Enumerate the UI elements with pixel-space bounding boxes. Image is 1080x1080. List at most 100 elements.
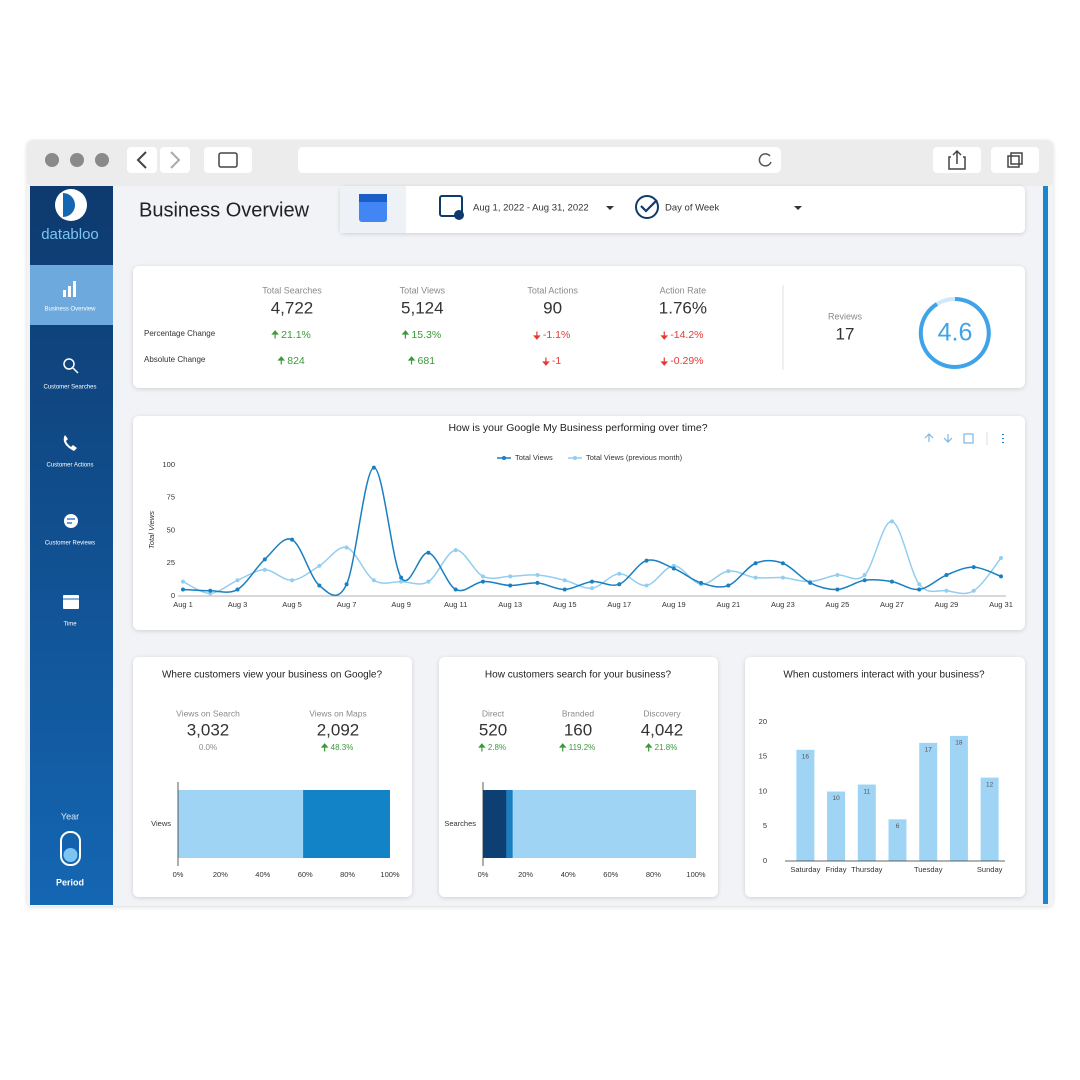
y-tick-label: 25 bbox=[167, 558, 175, 567]
window-button[interactable] bbox=[45, 153, 59, 167]
kpi-value: 3,032 bbox=[187, 720, 230, 739]
point bbox=[671, 566, 676, 571]
calendar-icon[interactable] bbox=[439, 195, 463, 217]
change-value: 21.1% bbox=[281, 329, 311, 341]
bar-segment bbox=[178, 790, 304, 858]
nav-label[interactable]: Customer Actions bbox=[46, 463, 93, 469]
category-label: Searches bbox=[444, 819, 476, 828]
point bbox=[862, 578, 867, 583]
sidebar-button[interactable] bbox=[204, 147, 252, 173]
point bbox=[262, 557, 267, 562]
bar-segment bbox=[506, 790, 513, 858]
reload-icon[interactable] bbox=[758, 153, 772, 167]
nav-label[interactable]: Customer Searches bbox=[43, 385, 96, 391]
check-icon[interactable] bbox=[635, 195, 659, 219]
x-tick-label: 60% bbox=[298, 870, 313, 879]
x-tick-label: Aug 27 bbox=[880, 600, 904, 609]
data-label: 17 bbox=[925, 747, 933, 754]
point bbox=[862, 573, 867, 578]
change-value: -14.2% bbox=[670, 329, 703, 341]
caret[interactable] bbox=[606, 206, 614, 210]
url-field[interactable] bbox=[298, 147, 781, 173]
data-label: 6 bbox=[896, 823, 900, 830]
toggle-knob[interactable] bbox=[63, 848, 78, 862]
rating: 4.6 bbox=[938, 319, 973, 347]
x-tick-label: Aug 1 bbox=[173, 600, 193, 609]
change-value: -1 bbox=[552, 355, 561, 367]
window-button[interactable] bbox=[95, 153, 109, 167]
nav-icon bbox=[64, 514, 78, 528]
point bbox=[453, 587, 458, 592]
y-tick-label: 15 bbox=[759, 752, 767, 761]
point bbox=[399, 579, 404, 584]
nav-label[interactable]: Business Overview bbox=[44, 307, 96, 313]
point bbox=[235, 587, 240, 592]
toggle[interactable] bbox=[60, 831, 81, 866]
kpi-label: Views on Search bbox=[176, 708, 240, 718]
control-bar bbox=[340, 186, 1025, 233]
data-label: 11 bbox=[863, 788, 870, 795]
y-tick-label: 75 bbox=[167, 493, 175, 502]
back-icon bbox=[136, 151, 147, 169]
nav-icon bbox=[63, 290, 66, 297]
change-value: -0.29% bbox=[670, 355, 703, 367]
change-value: 2.8% bbox=[488, 743, 506, 752]
point bbox=[999, 574, 1003, 579]
rating-ring bbox=[918, 297, 991, 369]
point bbox=[944, 573, 949, 578]
nav-icon bbox=[63, 435, 77, 451]
chart-title: When customers interact with your busine… bbox=[783, 670, 985, 681]
caret[interactable] bbox=[794, 206, 802, 210]
trend-arrow bbox=[660, 331, 669, 340]
y-tick-label: 0 bbox=[763, 856, 767, 865]
point bbox=[290, 537, 295, 542]
change-value: 15.3% bbox=[411, 329, 441, 341]
window-button[interactable] bbox=[70, 153, 84, 167]
point bbox=[508, 574, 513, 579]
kpi-label: Total Actions bbox=[527, 285, 578, 295]
legend-marker bbox=[573, 456, 577, 460]
x-tick-label: Aug 19 bbox=[662, 600, 686, 609]
point bbox=[753, 561, 758, 566]
tabs-icon bbox=[1010, 152, 1023, 165]
bar bbox=[980, 777, 999, 861]
point bbox=[344, 545, 349, 550]
chart-card bbox=[133, 657, 412, 897]
point bbox=[535, 580, 540, 585]
sort-icons[interactable] bbox=[924, 433, 953, 443]
back-button[interactable] bbox=[127, 147, 157, 173]
kpi-value: 1.76% bbox=[659, 298, 707, 317]
nav-icon bbox=[63, 595, 79, 609]
x-tick-label: 100% bbox=[380, 870, 400, 879]
nav-label[interactable]: Time bbox=[63, 622, 77, 628]
x-tick-label: 80% bbox=[646, 870, 661, 879]
sidebar-icon bbox=[218, 152, 238, 168]
chart-icon[interactable] bbox=[963, 433, 974, 444]
point bbox=[971, 565, 976, 570]
nav-active bbox=[30, 265, 113, 325]
kpi-value: 160 bbox=[564, 720, 592, 739]
dimension[interactable]: Day of Week bbox=[665, 203, 719, 214]
kpi-label: Direct bbox=[482, 708, 505, 718]
point bbox=[181, 587, 185, 592]
x-tick-label: 0% bbox=[173, 870, 184, 879]
chart-title: How customers search for your business? bbox=[485, 670, 672, 681]
point bbox=[726, 569, 731, 574]
data-label: 18 bbox=[955, 740, 963, 747]
forward-button[interactable] bbox=[160, 147, 190, 173]
kpi-value: 4,722 bbox=[271, 298, 314, 317]
date-range[interactable]: Aug 1, 2022 - Aug 31, 2022 bbox=[473, 203, 589, 214]
calendar-icon bbox=[454, 210, 464, 220]
nav-label[interactable]: Customer Reviews bbox=[45, 541, 95, 547]
bar-segment bbox=[303, 790, 390, 858]
change-value: -1.1% bbox=[543, 329, 570, 341]
kpi-label: Views on Maps bbox=[309, 708, 366, 718]
point bbox=[480, 574, 485, 579]
point bbox=[889, 519, 894, 524]
change-value: 21.8% bbox=[655, 743, 678, 752]
tabs-button[interactable] bbox=[991, 147, 1039, 173]
point bbox=[208, 588, 213, 593]
point bbox=[290, 578, 295, 583]
trend-arrow bbox=[558, 743, 567, 752]
trend-arrow bbox=[542, 357, 550, 366]
